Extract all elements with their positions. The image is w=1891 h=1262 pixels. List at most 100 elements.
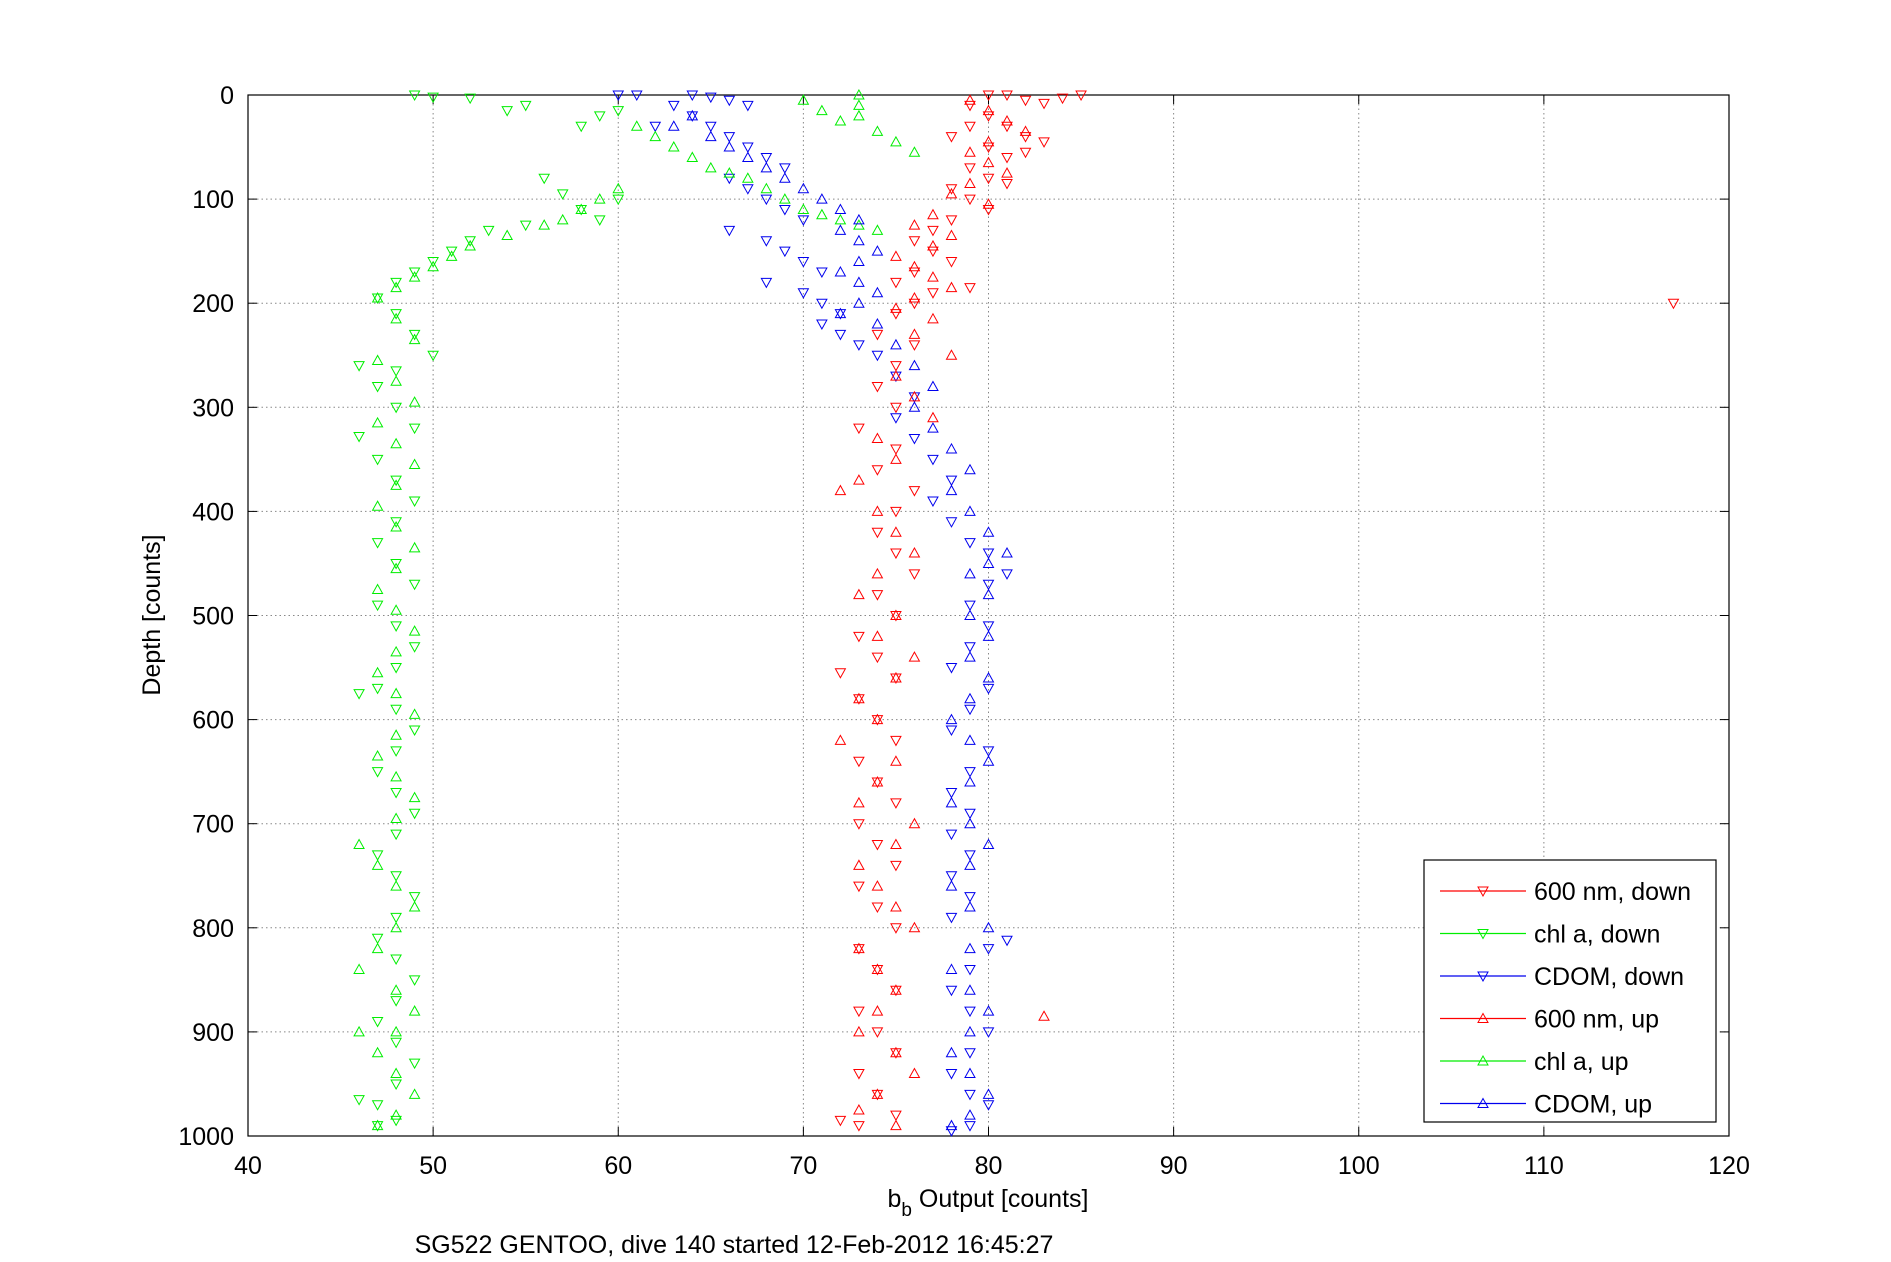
legend-label: CDOM, up (1534, 1091, 1652, 1119)
data-point (853, 297, 865, 308)
data-point (371, 683, 384, 695)
data-point (945, 132, 958, 143)
data-point (982, 944, 995, 955)
data-point (760, 161, 773, 173)
data-point (964, 964, 976, 976)
data-point (927, 411, 939, 423)
data-point (853, 99, 865, 110)
data-point (982, 621, 995, 632)
data-point (390, 996, 402, 1007)
data-point (945, 725, 958, 737)
data-point (927, 271, 939, 282)
data-point (871, 590, 884, 601)
data-point (445, 246, 458, 258)
data-point (927, 454, 939, 466)
data-point (779, 193, 791, 204)
data-point (908, 651, 921, 662)
series-chl-a-down (353, 90, 625, 1132)
data-point (408, 496, 421, 508)
data-point (834, 668, 847, 679)
data-point (760, 152, 773, 164)
legend-label: chl a, down (1534, 921, 1660, 949)
data-point (390, 1109, 402, 1120)
data-point (390, 687, 402, 699)
data-point (390, 829, 402, 841)
data-point (834, 265, 847, 277)
data-point (890, 1110, 902, 1122)
data-point (890, 526, 902, 537)
data-point (408, 975, 421, 986)
data-point (853, 942, 865, 954)
data-point (704, 161, 717, 173)
data-point (464, 93, 476, 105)
data-point (964, 767, 976, 778)
legend-label: CDOM, down (1534, 963, 1684, 991)
data-point (427, 257, 439, 268)
data-point (945, 475, 958, 487)
data-point (890, 444, 902, 455)
data-point (1038, 98, 1050, 110)
data-point (982, 173, 995, 185)
data-point (427, 260, 439, 272)
data-point (353, 431, 365, 443)
data-point (408, 808, 421, 820)
data-point (964, 600, 976, 612)
data-point (390, 475, 402, 487)
data-point (945, 663, 958, 674)
data-point (408, 333, 421, 345)
data-point (1019, 125, 1032, 136)
data-point (686, 90, 699, 102)
data-point (371, 416, 384, 428)
x-axis-ticks: 40 50 60 70 80 90 100 110 120 (234, 95, 1750, 1180)
data-point (556, 189, 569, 200)
data-point (964, 776, 976, 787)
data-point (964, 1121, 976, 1132)
data-point (964, 651, 976, 662)
data-point (853, 88, 865, 100)
data-point (834, 307, 847, 319)
data-point (1019, 132, 1032, 143)
x-tick-label: 60 (604, 1152, 632, 1180)
data-point (834, 329, 847, 341)
y-tick-label: 700 (192, 811, 234, 839)
data-point (890, 309, 902, 320)
data-point (853, 631, 865, 643)
data-point (871, 505, 884, 516)
data-point (464, 236, 476, 247)
y-tick-label: 0 (220, 82, 234, 110)
data-point (964, 505, 976, 516)
x-tick-label: 120 (1708, 1152, 1750, 1180)
data-point (501, 229, 514, 241)
data-point (964, 538, 976, 549)
data-point (964, 1109, 976, 1120)
data-point (871, 381, 884, 393)
legend-marker (1477, 1054, 1489, 1066)
legend-marker (1477, 886, 1489, 898)
data-point (871, 465, 884, 476)
data-point (390, 309, 402, 320)
data-point (371, 859, 384, 870)
data-point (964, 100, 976, 112)
data-point (927, 312, 939, 324)
data-point (853, 234, 865, 246)
data-point (945, 912, 958, 924)
data-point (723, 173, 736, 185)
data-point (964, 692, 976, 704)
data-point (1019, 95, 1032, 107)
data-point (390, 375, 402, 386)
data-point (649, 130, 662, 142)
data-point (871, 1027, 884, 1038)
data-point (408, 1088, 421, 1099)
data-point (982, 1088, 995, 1099)
data-point (797, 288, 810, 299)
y-axis-label: Depth [counts] (138, 534, 166, 695)
data-point (890, 609, 902, 620)
data-point (816, 319, 828, 331)
data-point (834, 203, 847, 215)
data-point (982, 630, 995, 641)
data-point (982, 838, 995, 850)
data-point (371, 291, 384, 303)
data-point (853, 756, 865, 768)
data-point (908, 921, 921, 933)
data-point (890, 798, 902, 809)
